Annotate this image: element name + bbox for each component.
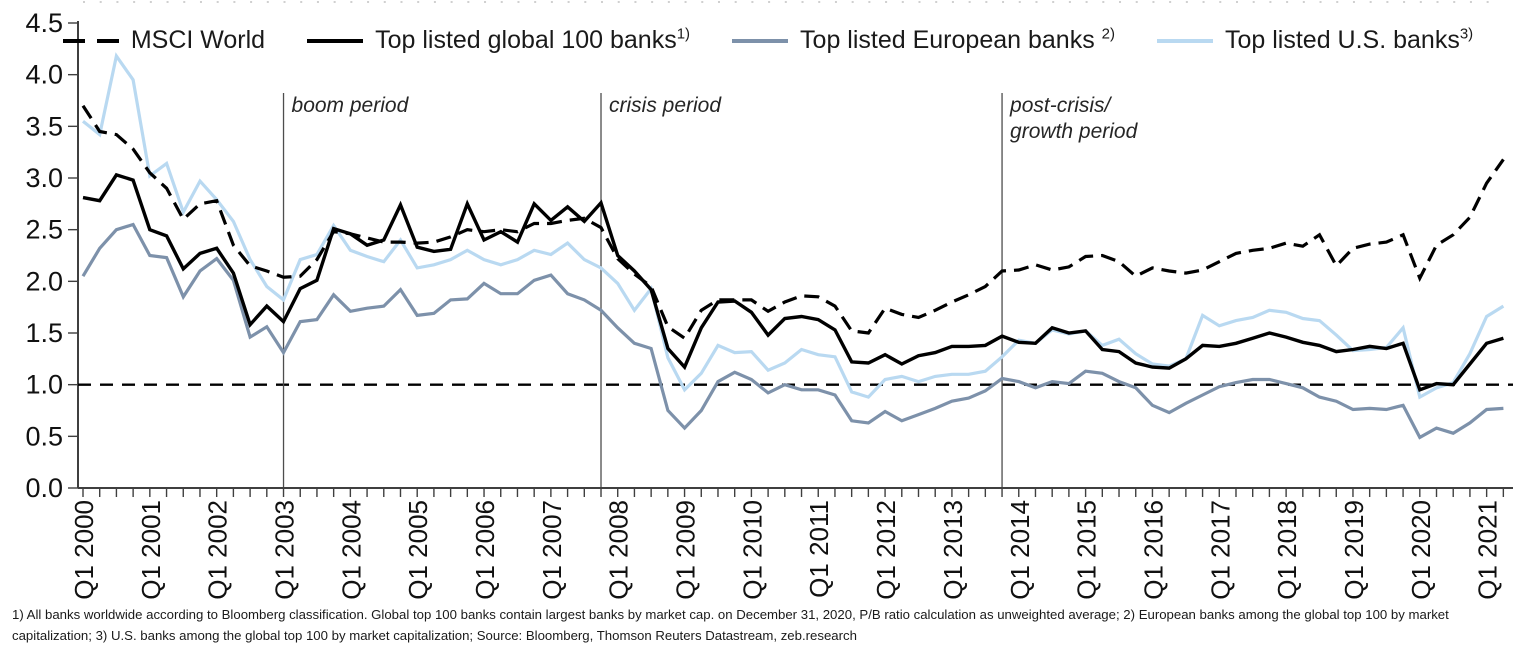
legend-item-us-banks: Top listed U.S. banks3) [1156, 25, 1474, 55]
footnote-line-1: 1) All banks worldwide according to Bloo… [12, 607, 1449, 622]
legend-label-global-banks: Top listed global 100 banks1) [375, 25, 691, 54]
svg-text:Q1 2019: Q1 2019 [1339, 500, 1369, 600]
axes [77, 21, 1513, 489]
legend-item-european-banks: Top listed European banks 2) [732, 26, 1115, 55]
svg-text:0.5: 0.5 [25, 421, 63, 451]
svg-text:4.0: 4.0 [25, 60, 63, 90]
period-label-2: post-crisis/growth period [1010, 94, 1138, 143]
svg-text:Q1 2001: Q1 2001 [136, 500, 166, 600]
svg-text:Q1 2002: Q1 2002 [203, 500, 233, 600]
svg-text:Q1 2003: Q1 2003 [270, 500, 300, 600]
svg-text:Q1 2007: Q1 2007 [537, 500, 567, 600]
svg-text:Q1 2015: Q1 2015 [1072, 500, 1102, 600]
svg-text:Q1 2010: Q1 2010 [737, 500, 767, 600]
series-msci-world [81, 104, 1505, 341]
svg-text:Q1 2013: Q1 2013 [938, 500, 968, 600]
svg-text:Q1 2017: Q1 2017 [1205, 500, 1235, 600]
svg-text:Q1 2014: Q1 2014 [1005, 500, 1035, 600]
period-label-0: boom period [291, 94, 409, 117]
svg-text:Q1 2016: Q1 2016 [1138, 500, 1168, 600]
svg-text:Q1 2006: Q1 2006 [470, 500, 500, 600]
svg-text:Q1 2000: Q1 2000 [69, 500, 99, 600]
solid-line-icon [307, 38, 364, 43]
svg-text:0.0: 0.0 [25, 473, 63, 503]
y-axis-labels: 0.0 0.5 1.0 1.5 2.0 2.5 3.0 3.5 4.0 4.5 [25, 8, 63, 503]
svg-text:2.5: 2.5 [25, 215, 63, 245]
svg-text:Q1 2009: Q1 2009 [671, 500, 701, 600]
dashed-line-icon [62, 38, 119, 43]
series-top-listed-global-100-banks [82, 172, 1504, 392]
x-axis-labels: Q1 2000 Q1 2001 Q1 2002 Q1 2003 Q1 2004 Q1 20… [69, 500, 1503, 600]
legend-item-global-banks: Top listed global 100 banks1) [307, 26, 690, 55]
legend-item-msci-world: MSCI World [62, 26, 266, 55]
legend-label-msci-world: MSCI World [130, 26, 266, 54]
svg-text:4.5: 4.5 [25, 8, 63, 38]
footnote-line-2: capitalization; 3) U.S. banks among the … [12, 628, 857, 644]
svg-text:Q1 2012: Q1 2012 [871, 500, 901, 600]
chart-svg: 0.00.51.01.52.02.53.03.54.04.5Q1 2000 Q1 … [25, 1, 1513, 600]
period-divider-lines [282, 93, 1003, 487]
svg-text:1.0: 1.0 [25, 370, 63, 400]
legend-label-us-banks: Top listed U.S. banks3) [1224, 25, 1474, 54]
series-top-listed-european-banks [81, 222, 1504, 440]
svg-text:Q1 2021: Q1 2021 [1473, 500, 1503, 600]
svg-text:3.5: 3.5 [25, 111, 63, 141]
period-label-1: crisis period [609, 94, 722, 117]
series-top-listed-u-s-banks [81, 52, 1505, 400]
lightblue-line-icon [1156, 38, 1213, 43]
chart-legend: MSCI World Top listed global 100 banks1)… [0, 26, 1536, 55]
svg-text:Q1 2008: Q1 2008 [604, 500, 634, 600]
gray-line-icon [732, 38, 789, 43]
axis-ticks [68, 22, 1505, 497]
svg-text:Q1 2018: Q1 2018 [1272, 500, 1302, 600]
svg-text:2.0: 2.0 [25, 266, 63, 296]
svg-text:Q1 2011: Q1 2011 [804, 500, 834, 598]
svg-text:1.5: 1.5 [25, 318, 63, 348]
footnote: 1) All banks worldwide according to Bloo… [12, 604, 1528, 646]
legend-label-european-banks: Top listed European banks 2) [800, 25, 1115, 54]
svg-text:Q1 2004: Q1 2004 [336, 500, 366, 600]
svg-text:3.0: 3.0 [25, 163, 63, 193]
svg-text:Q1 2020: Q1 2020 [1406, 500, 1436, 600]
svg-text:Q1 2005: Q1 2005 [403, 500, 433, 600]
